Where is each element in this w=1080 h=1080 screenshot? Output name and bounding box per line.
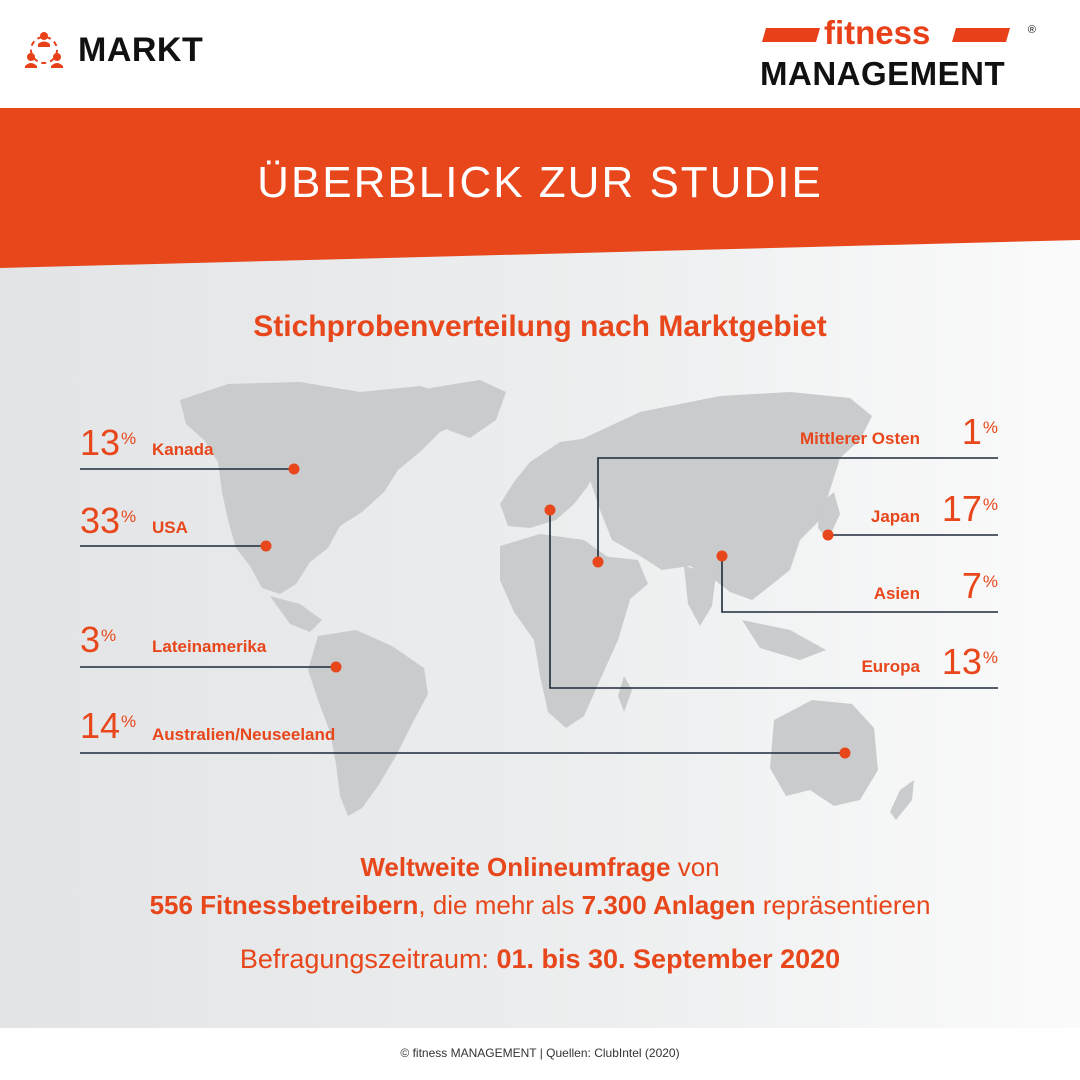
value-kanada: 13% — [80, 422, 137, 463]
value-europa: 13% — [941, 641, 998, 682]
value-usa: 33% — [80, 500, 137, 541]
label-australien: Australien/Neuseeland — [152, 725, 336, 744]
marker-mittlerer-osten — [592, 556, 604, 568]
summary-line-1: Weltweite Onlineumfrage von — [360, 852, 720, 882]
region-markers — [260, 463, 851, 759]
page-title: ÜBERBLICK ZUR STUDIE — [257, 158, 823, 207]
source-credit: © fitness MANAGEMENT | Quellen: ClubInte… — [400, 1046, 680, 1060]
label-europa: Europa — [861, 657, 920, 676]
map-subtitle: Stichprobenverteilung nach Marktgebiet — [253, 310, 827, 343]
marker-japan — [822, 529, 834, 541]
continents — [180, 380, 914, 820]
value-asien: 7% — [961, 565, 998, 606]
header: MARKT fitness MANAGEMENT ® — [0, 0, 1080, 108]
marker-kanada — [288, 463, 300, 475]
survey-period: Befragungszeitraum: 01. bis 30. Septembe… — [239, 944, 841, 974]
logo-word-fitness: fitness — [824, 14, 931, 51]
label-asien: Asien — [873, 584, 920, 603]
label-mittlerer-osten: Mittlerer Osten — [800, 429, 920, 448]
footer — [0, 1028, 1080, 1080]
value-japan: 17% — [941, 488, 998, 529]
label-kanada: Kanada — [152, 440, 214, 459]
marker-europa — [544, 504, 556, 516]
summary-line-2: 556 Fitnessbetreibern, die mehr als 7.30… — [149, 890, 931, 920]
section-label: MARKT — [24, 30, 203, 70]
marker-australien — [839, 747, 851, 759]
marker-usa — [260, 540, 272, 552]
value-mittlerer-osten: 1% — [961, 411, 998, 452]
value-lateinamerika: 3% — [80, 619, 117, 660]
logo-word-management: MANAGEMENT — [760, 55, 1006, 92]
section-title: MARKT — [78, 30, 204, 69]
logo-stripes — [762, 28, 1010, 42]
title-banner — [0, 108, 1080, 268]
registered-mark: ® — [1027, 24, 1036, 36]
marker-asien — [716, 550, 728, 562]
leader-lines — [80, 457, 998, 754]
study-summary: Weltweite Onlineumfrage von 556 Fitnessb… — [0, 848, 1080, 924]
value-australien: 14% — [80, 705, 137, 746]
label-lateinamerika: Lateinamerika — [152, 637, 267, 656]
label-japan: Japan — [870, 507, 920, 526]
people-network-icon — [25, 32, 63, 68]
brand-logo: fitness MANAGEMENT ® — [760, 14, 1036, 92]
label-usa: USA — [152, 518, 188, 537]
marker-lateinamerika — [330, 661, 342, 673]
